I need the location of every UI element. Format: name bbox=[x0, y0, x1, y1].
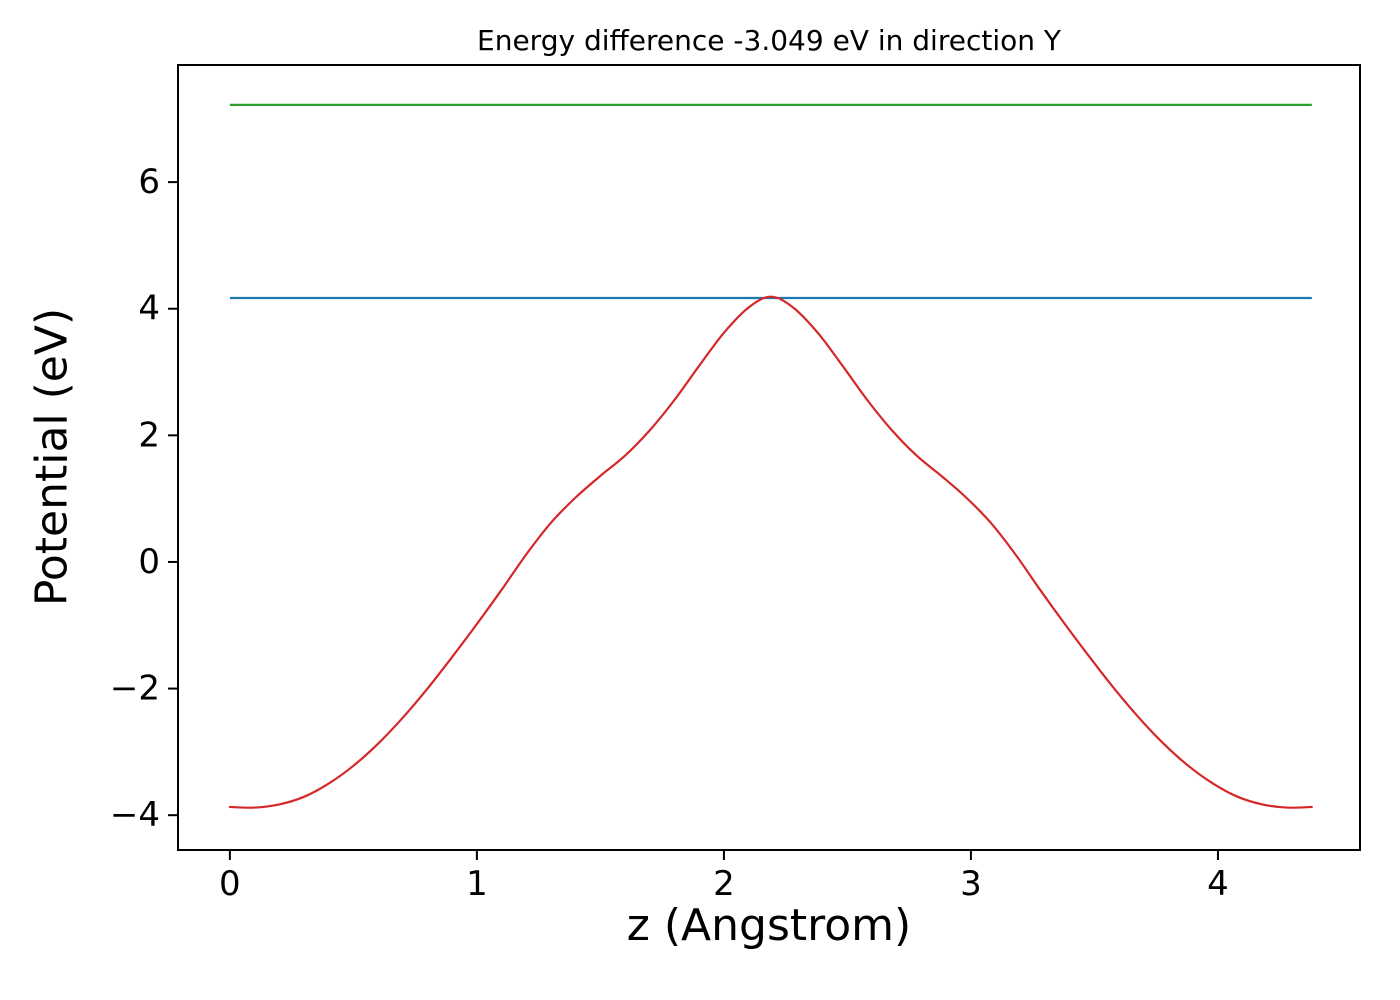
axes-spines bbox=[177, 64, 1361, 851]
x-axis-label: z (Angstrom) bbox=[626, 900, 912, 951]
y-tick-label: 2 bbox=[138, 415, 160, 455]
y-tick-label: −4 bbox=[110, 795, 160, 835]
y-tick-label: 0 bbox=[138, 542, 160, 582]
y-tick-label: 4 bbox=[138, 289, 160, 329]
x-tick-label: 3 bbox=[960, 864, 982, 904]
planar-averaged-potential-line bbox=[228, 295, 1313, 809]
x-tick-label: 2 bbox=[713, 864, 735, 904]
y-axis-label: Potential (eV) bbox=[26, 307, 78, 607]
y-tick-label: 6 bbox=[138, 162, 160, 202]
x-tick-label: 4 bbox=[1207, 864, 1229, 904]
y-tick-label: −2 bbox=[110, 669, 160, 709]
x-tick-label: 0 bbox=[219, 864, 241, 904]
chart-title: Energy difference -3.049 eV in direction… bbox=[477, 24, 1061, 57]
x-tick-label: 1 bbox=[466, 864, 488, 904]
